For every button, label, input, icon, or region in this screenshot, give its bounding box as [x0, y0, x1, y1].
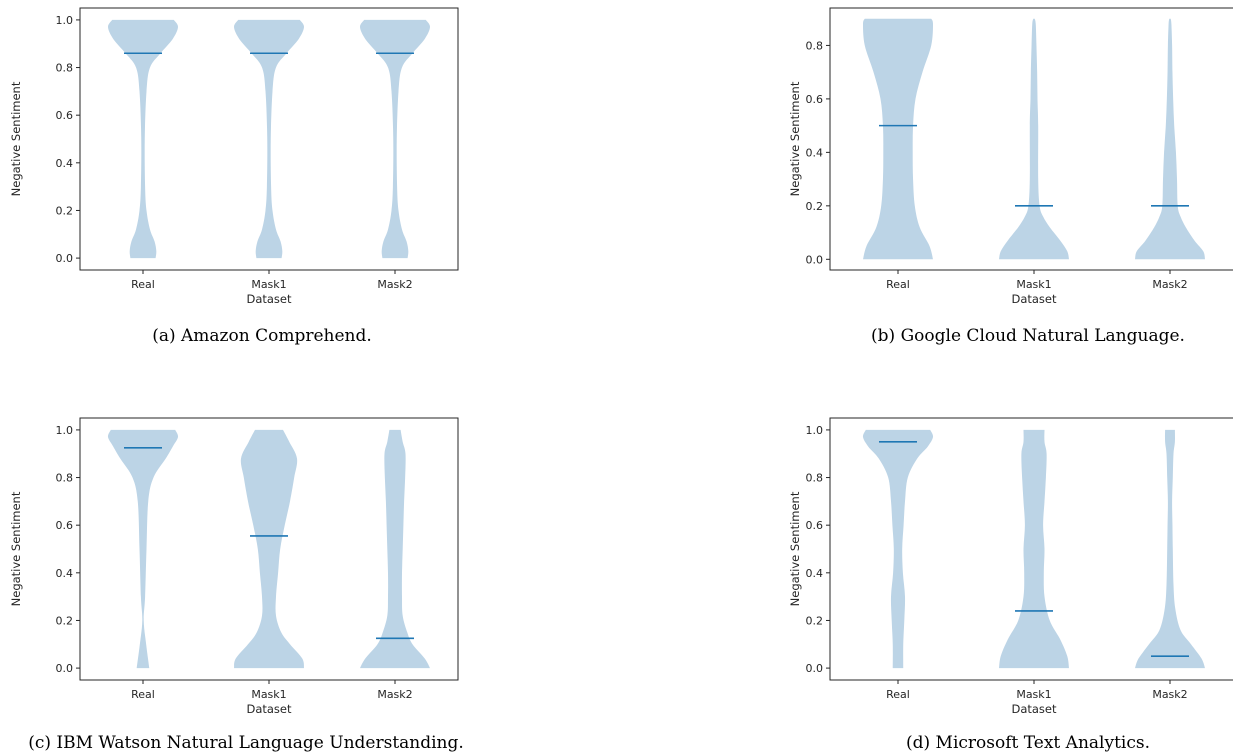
x-tick-label: Mask1	[251, 278, 286, 291]
y-tick-label: 0.6	[806, 93, 824, 106]
violin-mask1	[233, 19, 305, 259]
x-tick-label: Real	[131, 278, 155, 291]
y-tick-label: 0.4	[806, 567, 824, 580]
x-tick-label: Mask2	[1152, 278, 1187, 291]
violin-real	[862, 429, 934, 669]
subfigure-caption: (d) Microsoft Text Analytics.	[906, 733, 1150, 753]
x-tick-label: Real	[131, 688, 155, 701]
y-axis-title: Negative Sentiment	[9, 81, 23, 196]
x-axis-title: Dataset	[246, 292, 292, 306]
y-tick-label: 1.0	[56, 424, 74, 437]
x-tick-label: Mask1	[1016, 278, 1051, 291]
y-tick-label: 0.4	[56, 157, 74, 170]
x-tick-label: Mask1	[1016, 688, 1051, 701]
x-tick-label: Mask1	[251, 688, 286, 701]
chart-panel-3: 0.0 0.2 0.4 0.6 0.8 1.0 Real Mask1 Mask2 Dataset N…	[9, 417, 464, 753]
y-tick-label: 0.6	[56, 519, 74, 532]
violin-real	[863, 18, 933, 260]
y-tick-label: 0.8	[806, 39, 824, 52]
violin-mask2	[1135, 429, 1205, 669]
y-tick-label: 0.4	[56, 567, 74, 580]
violin-mask1	[999, 429, 1069, 669]
x-axis-title: Dataset	[1011, 292, 1057, 306]
y-tick-label: 1.0	[56, 14, 74, 27]
y-tick-label: 0.8	[806, 472, 824, 485]
chart-panel-2: 0.0 0.2 0.4 0.6 0.8 Real Mask1 Mask2 Dataset Nega…	[788, 7, 1233, 346]
y-tick-label: 0.0	[56, 662, 74, 675]
chart-panel-1: 0.0 0.2 0.4 0.6 0.8 1.0 Real Mask1 Mask2 Dataset N…	[9, 7, 459, 346]
y-tick-label: 0.0	[806, 662, 824, 675]
y-tick-label: 0.2	[56, 614, 74, 627]
x-axis-title: Dataset	[246, 702, 292, 716]
x-tick-label: Mask2	[377, 688, 412, 701]
y-axis-title: Negative Sentiment	[9, 491, 23, 606]
violin-mask1	[999, 18, 1069, 260]
x-axis-title: Dataset	[1011, 702, 1057, 716]
y-tick-label: 0.2	[806, 614, 824, 627]
y-tick-label: 0.0	[806, 253, 824, 266]
y-tick-label: 0.8	[56, 62, 74, 75]
chart-panel-4: 0.0 0.2 0.4 0.6 0.8 1.0 Real Mask1 Mask2 Dataset N…	[788, 417, 1233, 753]
y-tick-label: 1.0	[806, 424, 824, 437]
y-tick-label: 0.0	[56, 252, 74, 265]
x-tick-label: Mask2	[1152, 688, 1187, 701]
y-tick-label: 0.2	[806, 200, 824, 213]
subfigure-caption: (c) IBM Watson Natural Language Understa…	[28, 733, 464, 753]
y-tick-label: 0.6	[806, 519, 824, 532]
y-tick-label: 0.8	[56, 472, 74, 485]
subfigure-caption: (a) Amazon Comprehend.	[152, 326, 372, 346]
violin-mask2	[359, 19, 431, 259]
y-tick-label: 0.6	[56, 109, 74, 122]
x-tick-label: Mask2	[377, 278, 412, 291]
violin-mask1	[234, 429, 304, 669]
violin-mask2	[360, 429, 430, 669]
violin-real	[107, 429, 179, 669]
y-axis-title: Negative Sentiment	[788, 491, 802, 606]
x-tick-label: Real	[886, 278, 910, 291]
y-axis-title: Negative Sentiment	[788, 81, 802, 196]
x-tick-label: Real	[886, 688, 910, 701]
violin-real	[107, 19, 179, 259]
y-tick-label: 0.4	[806, 146, 824, 159]
y-tick-label: 0.2	[56, 204, 74, 217]
violin-mask2	[1135, 18, 1205, 260]
subfigure-caption: (b) Google Cloud Natural Language.	[871, 326, 1185, 346]
